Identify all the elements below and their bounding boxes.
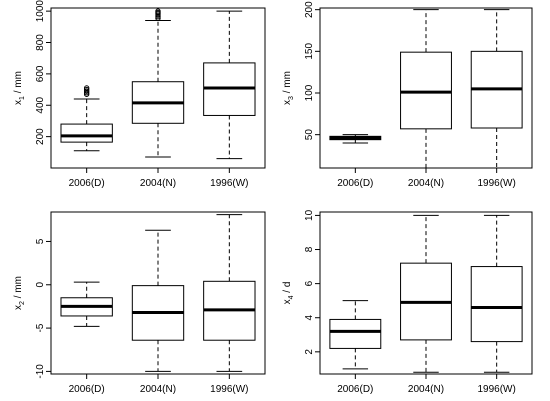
- x-category-label: 2006(D): [69, 384, 105, 395]
- box-2006(D): [329, 134, 382, 144]
- y-tick-label: 1000: [35, 0, 46, 22]
- y-tick-label: 100: [304, 84, 315, 101]
- y-tick-label: 200: [304, 1, 315, 18]
- box-1996(W): [203, 10, 256, 160]
- y-tick-label: 400: [35, 96, 46, 113]
- y-tick-label: 50: [304, 129, 315, 141]
- y-tick-label: 4: [304, 315, 315, 321]
- x-category-label: 1996(W): [210, 178, 248, 189]
- x-category-label: 1996(W): [210, 384, 248, 395]
- y-tick-label: -5: [35, 323, 46, 332]
- box-2004(N): [131, 229, 185, 372]
- iqr-box: [400, 51, 452, 130]
- box-1996(W): [203, 214, 256, 372]
- outlier-point: [83, 85, 90, 91]
- outlier-point: [83, 86, 90, 93]
- y-axis-label: x3 / mm: [282, 71, 295, 105]
- x-category-label: 2004(N): [140, 178, 176, 189]
- x-category-label: 2006(D): [337, 384, 373, 395]
- box-2006(D): [60, 85, 113, 152]
- y-tick-label: 6: [304, 280, 315, 286]
- y-tick-label: 0: [35, 282, 46, 288]
- box-2004(N): [131, 8, 185, 158]
- boxplot-panel-4: 2 4 6 8 10 x4 / d 2006(D) 2004(N) 1996(W): [282, 209, 533, 395]
- y-tick-label: 150: [304, 43, 315, 60]
- box-1996(W): [470, 9, 523, 169]
- y-axis-label: x2 / mm: [13, 276, 26, 310]
- outlier-point: [83, 88, 90, 94]
- x-category-label: 2004(N): [408, 384, 444, 395]
- x-category-label: 2004(N): [408, 178, 444, 189]
- y-tick-label: 5: [35, 238, 46, 244]
- x-category-label: 1996(W): [477, 384, 515, 395]
- box-2006(D): [60, 281, 113, 327]
- x-category-label: 2006(D): [69, 178, 105, 189]
- boxplot-panel-3: -10 -5 0 5 x2 / mm 2006(D) 2004(N) 1996(W): [13, 211, 266, 395]
- iqr-box: [470, 266, 523, 343]
- y-axis-label: x4 / d: [282, 282, 295, 305]
- y-tick-label: 2: [304, 349, 315, 355]
- boxplot-panel-1: 200 400 600 800 1000 x1 / mm 2006(D) 2004(N) 199…: [13, 0, 266, 189]
- y-tick-label: 600: [35, 65, 46, 82]
- x-category-label: 2004(N): [140, 384, 176, 395]
- x-category-label: 2006(D): [337, 178, 373, 189]
- iqr-box: [60, 123, 113, 143]
- y-axis-label: x1 / mm: [13, 71, 26, 105]
- box-2004(N): [400, 9, 452, 169]
- y-tick-label: -10: [35, 364, 46, 379]
- y-tick-label: 10: [304, 209, 315, 221]
- outlier-point: [155, 8, 161, 14]
- x-category-label: 1996(W): [477, 178, 515, 189]
- iqr-box: [329, 318, 382, 349]
- y-tick-label: 200: [35, 128, 46, 145]
- y-tick-label: 800: [35, 34, 46, 51]
- boxplot-panel-2: 50 100 150 200 x3 / mm 2006(D) 2004(N) 1996(W): [282, 1, 533, 189]
- box-2004(N): [400, 214, 452, 373]
- box-2006(D): [329, 300, 382, 370]
- box-1996(W): [470, 214, 523, 373]
- y-tick-label: 8: [304, 246, 315, 252]
